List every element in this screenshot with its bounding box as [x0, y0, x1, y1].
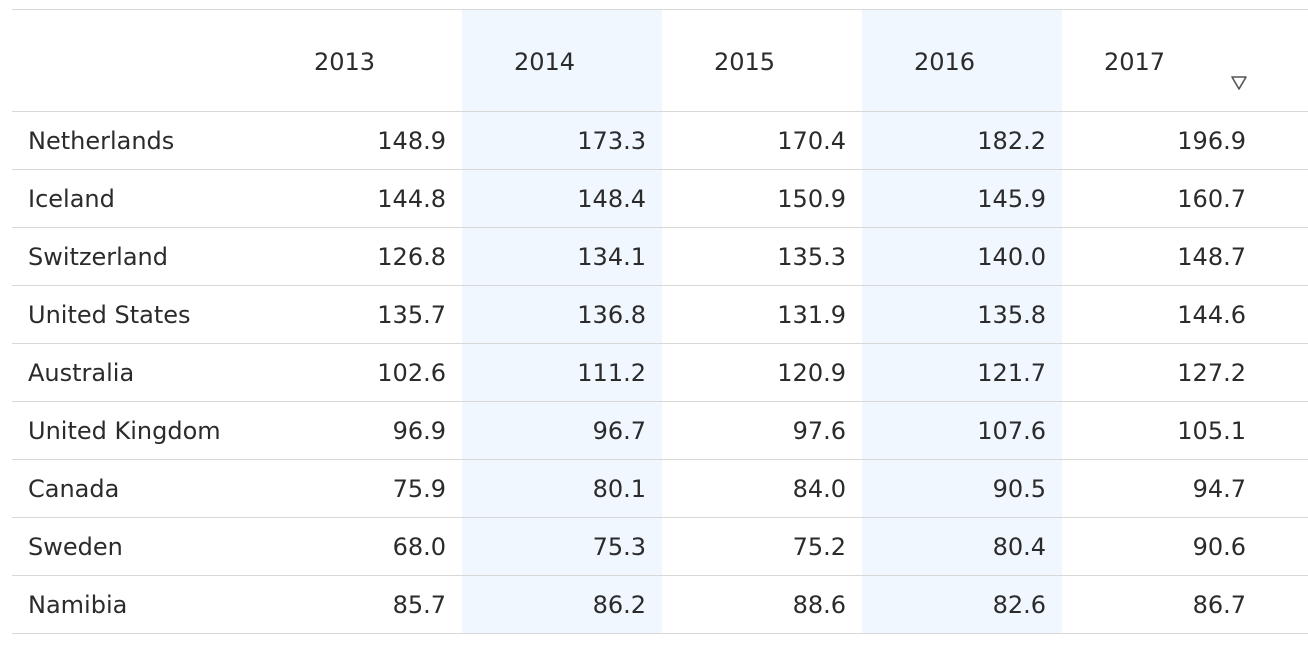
- table-row: United Kingdom 96.9 96.7 97.6 107.6 105.1: [12, 401, 1308, 460]
- table-row: Sweden 68.0 75.3 75.2 80.4 90.6: [12, 517, 1308, 576]
- table-body: Netherlands 148.9 173.3 170.4 182.2 196.9 Icel…: [12, 111, 1308, 634]
- column-header-2016[interactable]: 2016: [862, 9, 1062, 112]
- value-cell-2017: 127.2: [1062, 343, 1308, 402]
- value-cell-2013: 102.6: [262, 343, 462, 402]
- value-cell-2017: 105.1: [1062, 401, 1308, 460]
- value-cell-2016: 135.8: [862, 285, 1062, 344]
- value-cell-2016: 90.5: [862, 459, 1062, 518]
- value-cell-2014: 148.4: [462, 169, 662, 228]
- value-cell-2013: 96.9: [262, 401, 462, 460]
- value-cell-2015: 120.9: [662, 343, 862, 402]
- value-cell-2016: 107.6: [862, 401, 1062, 460]
- column-header-country: [12, 9, 262, 112]
- country-cell: Canada: [12, 459, 262, 518]
- value-cell-2016: 80.4: [862, 517, 1062, 576]
- table-row: Australia 102.6 111.2 120.9 121.7 127.2: [12, 343, 1308, 402]
- value-cell-2014: 173.3: [462, 111, 662, 170]
- value-cell-2015: 75.2: [662, 517, 862, 576]
- sort-down-icon[interactable]: [1230, 74, 1248, 92]
- country-cell: Sweden: [12, 517, 262, 576]
- value-cell-2015: 88.6: [662, 575, 862, 634]
- value-cell-2017: 94.7: [1062, 459, 1308, 518]
- value-cell-2014: 80.1: [462, 459, 662, 518]
- table-row: Netherlands 148.9 173.3 170.4 182.2 196.9: [12, 111, 1308, 170]
- value-cell-2016: 145.9: [862, 169, 1062, 228]
- value-cell-2015: 150.9: [662, 169, 862, 228]
- value-cell-2017: 144.6: [1062, 285, 1308, 344]
- value-cell-2015: 97.6: [662, 401, 862, 460]
- value-cell-2015: 131.9: [662, 285, 862, 344]
- column-header-2017[interactable]: 2017: [1062, 9, 1308, 112]
- value-cell-2016: 140.0: [862, 227, 1062, 286]
- value-cell-2017: 90.6: [1062, 517, 1308, 576]
- column-header-2014[interactable]: 2014: [462, 9, 662, 112]
- table-row: United States 135.7 136.8 131.9 135.8 144.6: [12, 285, 1308, 344]
- value-cell-2017: 160.7: [1062, 169, 1308, 228]
- value-cell-2017: 148.7: [1062, 227, 1308, 286]
- value-cell-2014: 111.2: [462, 343, 662, 402]
- value-cell-2013: 144.8: [262, 169, 462, 228]
- country-cell: Switzerland: [12, 227, 262, 286]
- table-row: Namibia 85.7 86.2 88.6 82.6 86.7: [12, 575, 1308, 634]
- value-cell-2013: 85.7: [262, 575, 462, 634]
- value-cell-2016: 182.2: [862, 111, 1062, 170]
- value-cell-2016: 82.6: [862, 575, 1062, 634]
- data-table: 2013 2014 2015 2016 2017 Netherlands 148.…: [12, 9, 1308, 634]
- value-cell-2013: 135.7: [262, 285, 462, 344]
- value-cell-2016: 121.7: [862, 343, 1062, 402]
- value-cell-2013: 68.0: [262, 517, 462, 576]
- value-cell-2013: 75.9: [262, 459, 462, 518]
- table-row: Canada 75.9 80.1 84.0 90.5 94.7: [12, 459, 1308, 518]
- country-cell: Australia: [12, 343, 262, 402]
- table-row: Switzerland 126.8 134.1 135.3 140.0 148.7: [12, 227, 1308, 286]
- value-cell-2015: 84.0: [662, 459, 862, 518]
- value-cell-2015: 135.3: [662, 227, 862, 286]
- country-cell: Iceland: [12, 169, 262, 228]
- value-cell-2015: 170.4: [662, 111, 862, 170]
- table-row: Iceland 144.8 148.4 150.9 145.9 160.7: [12, 169, 1308, 228]
- value-cell-2014: 75.3: [462, 517, 662, 576]
- country-cell: Netherlands: [12, 111, 262, 170]
- country-cell: Namibia: [12, 575, 262, 634]
- value-cell-2013: 148.9: [262, 111, 462, 170]
- column-header-2013[interactable]: 2013: [262, 9, 462, 112]
- country-cell: United Kingdom: [12, 401, 262, 460]
- value-cell-2017: 196.9: [1062, 111, 1308, 170]
- value-cell-2014: 136.8: [462, 285, 662, 344]
- value-cell-2013: 126.8: [262, 227, 462, 286]
- value-cell-2014: 96.7: [462, 401, 662, 460]
- value-cell-2017: 86.7: [1062, 575, 1308, 634]
- table-header-row: 2013 2014 2015 2016 2017: [12, 9, 1308, 112]
- value-cell-2014: 134.1: [462, 227, 662, 286]
- country-cell: United States: [12, 285, 262, 344]
- column-header-2015[interactable]: 2015: [662, 9, 862, 112]
- value-cell-2014: 86.2: [462, 575, 662, 634]
